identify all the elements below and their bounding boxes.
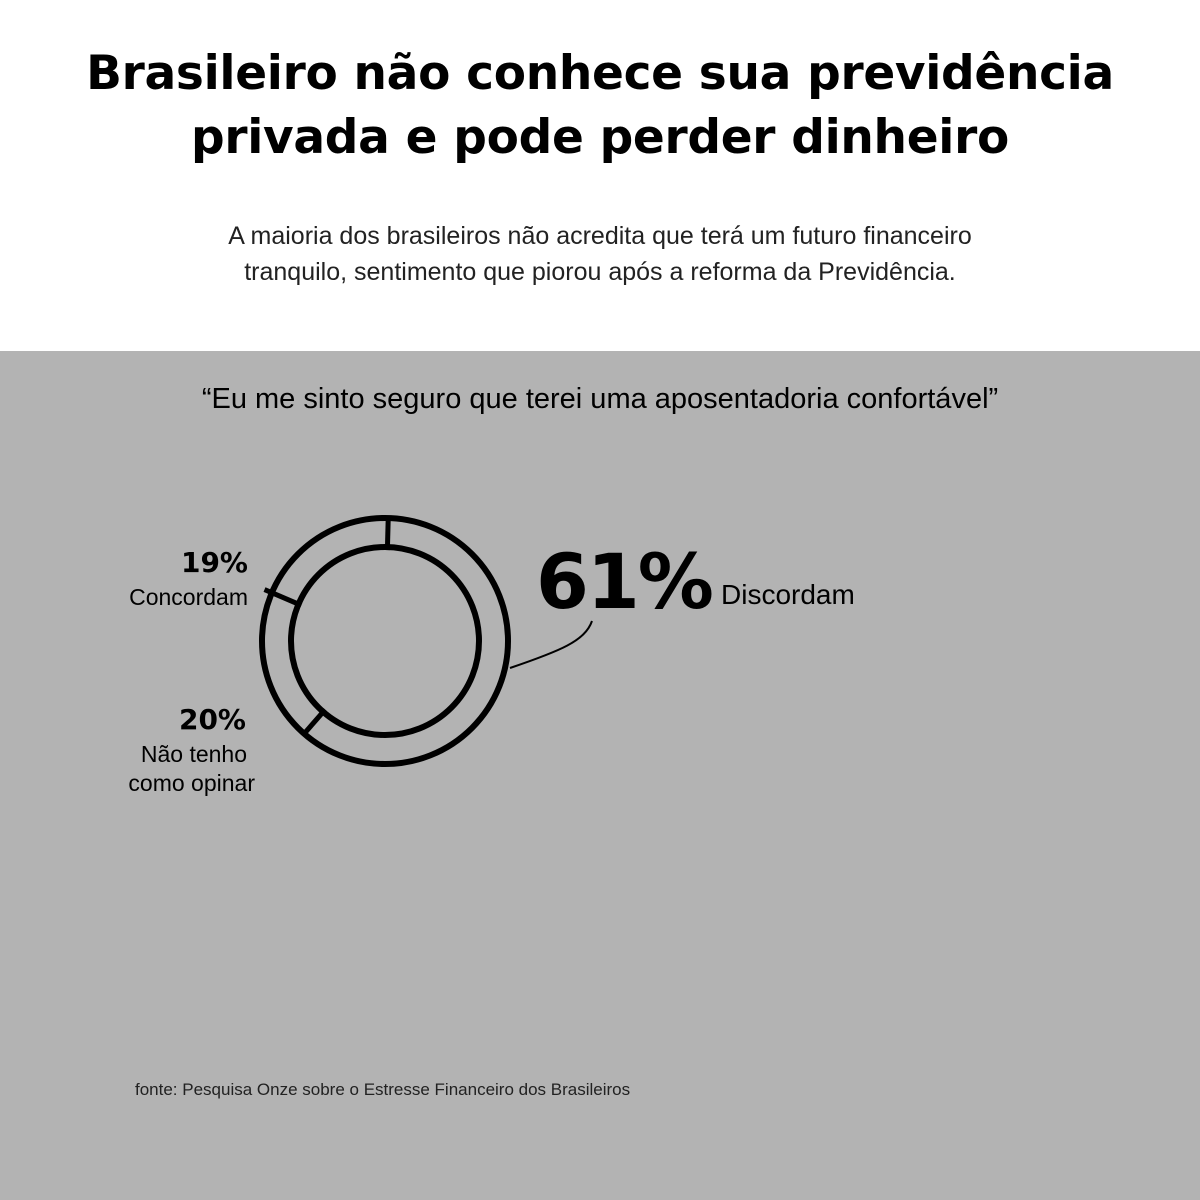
slice-value-nao-opinar: 20% — [178, 703, 246, 736]
title-line-1: Brasileiro não conhece sua previdência — [86, 46, 1114, 101]
slice-label-concordam: Concordam — [60, 583, 248, 612]
slice-label-concordam-line-1: Concordam — [129, 584, 248, 610]
source-note: fonte: Pesquisa Onze sobre o Estresse Fi… — [135, 1080, 631, 1099]
title-line-2: privada e pode perder dinheiro — [191, 110, 1009, 165]
chart-panel — [0, 351, 1200, 1200]
donut-chart — [259, 515, 593, 767]
leader-line-discordam — [509, 620, 593, 669]
slice-label-nao-opinar-line-1: Não tenho — [140, 741, 247, 767]
chart-title: “Eu me sinto seguro que terei uma aposen… — [201, 383, 999, 415]
donut-inner-ring — [288, 544, 482, 738]
divider-concordam-nao-opinar — [263, 587, 303, 608]
subtitle-line-2: tranquilo, sentimento que piorou após a … — [244, 258, 956, 286]
donut-outer-ring — [259, 515, 511, 767]
subtitle: A maioria dos brasileiros não acredita q… — [100, 218, 1100, 290]
slice-label-nao-opinar-line-2: como opinar — [128, 770, 255, 796]
divider-nao-opinar-discordam — [302, 707, 328, 736]
slice-value-discordam: 61% — [536, 537, 714, 626]
slice-label-discordam: Discordam — [721, 579, 855, 610]
slice-value-concordam: 19% — [180, 546, 248, 579]
page-title: Brasileiro não conhece sua previdência p… — [0, 42, 1200, 170]
slice-label-nao-opinar: Não tenho como opinar — [50, 740, 255, 798]
divider-start — [384, 517, 391, 551]
subtitle-line-1: A maioria dos brasileiros não acredita q… — [228, 222, 972, 250]
